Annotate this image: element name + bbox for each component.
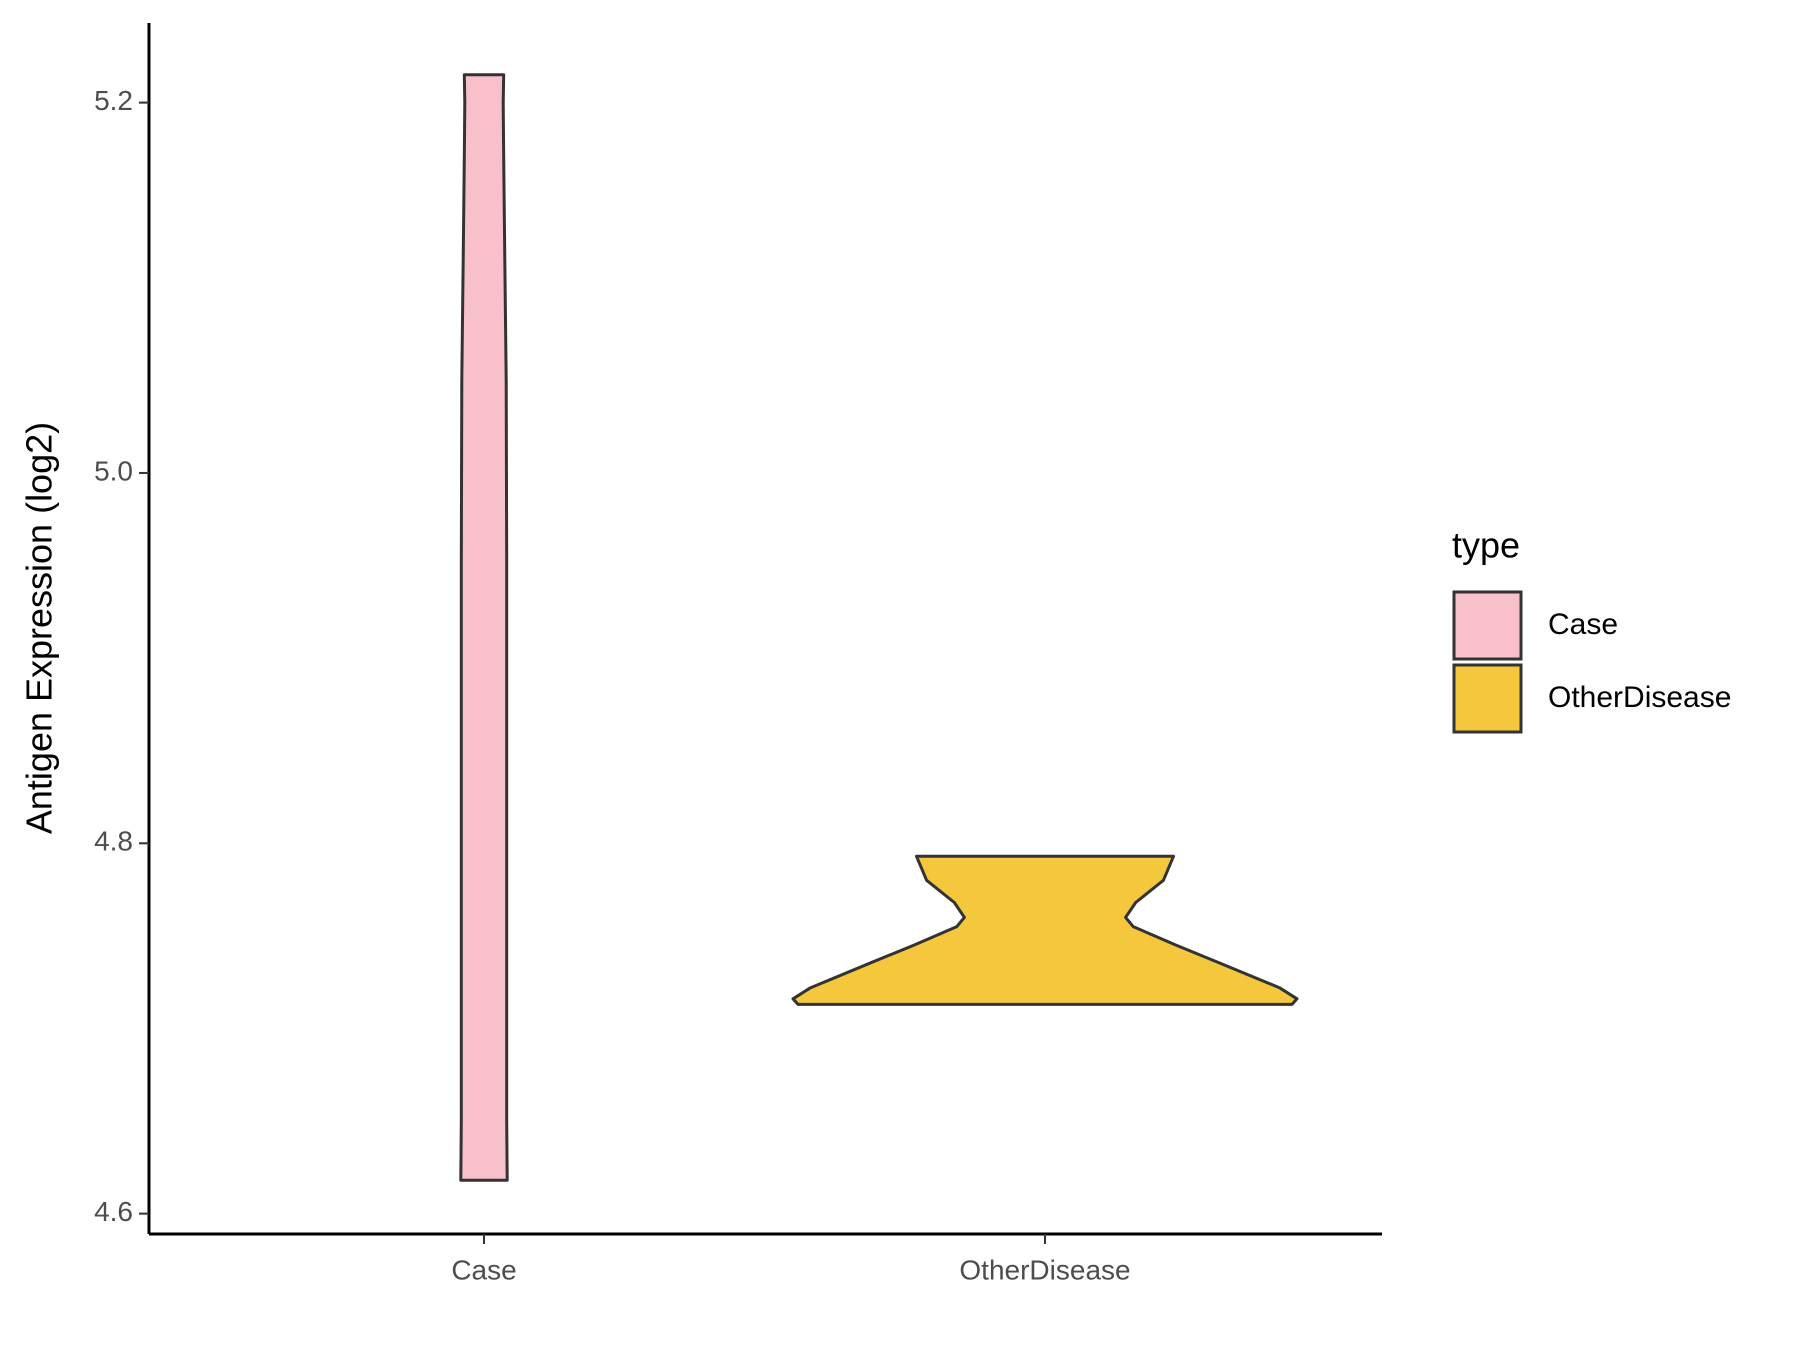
violin [459, 73, 509, 1182]
legend-key [1452, 590, 1523, 661]
y-tick-label: 5.0 [94, 455, 133, 486]
legend-key [1452, 663, 1523, 734]
legend-label: OtherDisease [1548, 681, 1731, 714]
legend-label: Case [1548, 608, 1618, 641]
y-tick-label: 4.8 [94, 826, 133, 857]
legend-title: type [1452, 525, 1520, 566]
x-tick-label: OtherDisease [959, 1254, 1130, 1285]
x-tick-label: Case [451, 1254, 516, 1285]
y-tick-label: 4.6 [94, 1196, 133, 1227]
y-axis-title: Antigen Expression (log2) [19, 422, 60, 834]
violin [791, 854, 1299, 1006]
y-tick-label: 5.2 [94, 85, 133, 116]
